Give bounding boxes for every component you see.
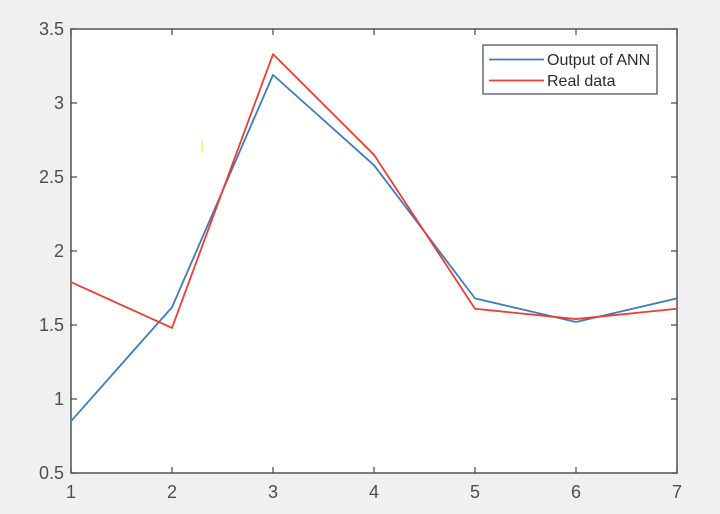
x-tick-label: 1 bbox=[66, 482, 76, 502]
x-tick-label: 6 bbox=[571, 482, 581, 502]
legend-label: Output of ANN bbox=[547, 52, 650, 69]
x-tick-label: 7 bbox=[672, 482, 682, 502]
y-tick-label: 2.5 bbox=[39, 167, 64, 187]
y-tick-label: 1.5 bbox=[39, 315, 64, 335]
axis-box bbox=[70, 28, 678, 474]
x-tick-label: 4 bbox=[369, 482, 379, 502]
y-tick-label: 3.5 bbox=[39, 19, 64, 39]
y-tick-label: 0.5 bbox=[39, 463, 64, 483]
legend-box bbox=[482, 44, 658, 95]
x-tick-label: 3 bbox=[268, 482, 278, 502]
series-line-real-data bbox=[70, 53, 678, 329]
series-line-output-of-ann bbox=[70, 73, 678, 423]
x-tick-label: 5 bbox=[470, 482, 480, 502]
y-tick-label: 2 bbox=[54, 241, 64, 261]
x-tick-label: 2 bbox=[167, 482, 177, 502]
y-tick-label: 3 bbox=[54, 93, 64, 113]
legend-label: Real data bbox=[547, 73, 616, 90]
legend: Output of ANN Real data bbox=[482, 44, 658, 95]
plot-area bbox=[71, 29, 677, 473]
y-tick-label: 1 bbox=[54, 389, 64, 409]
